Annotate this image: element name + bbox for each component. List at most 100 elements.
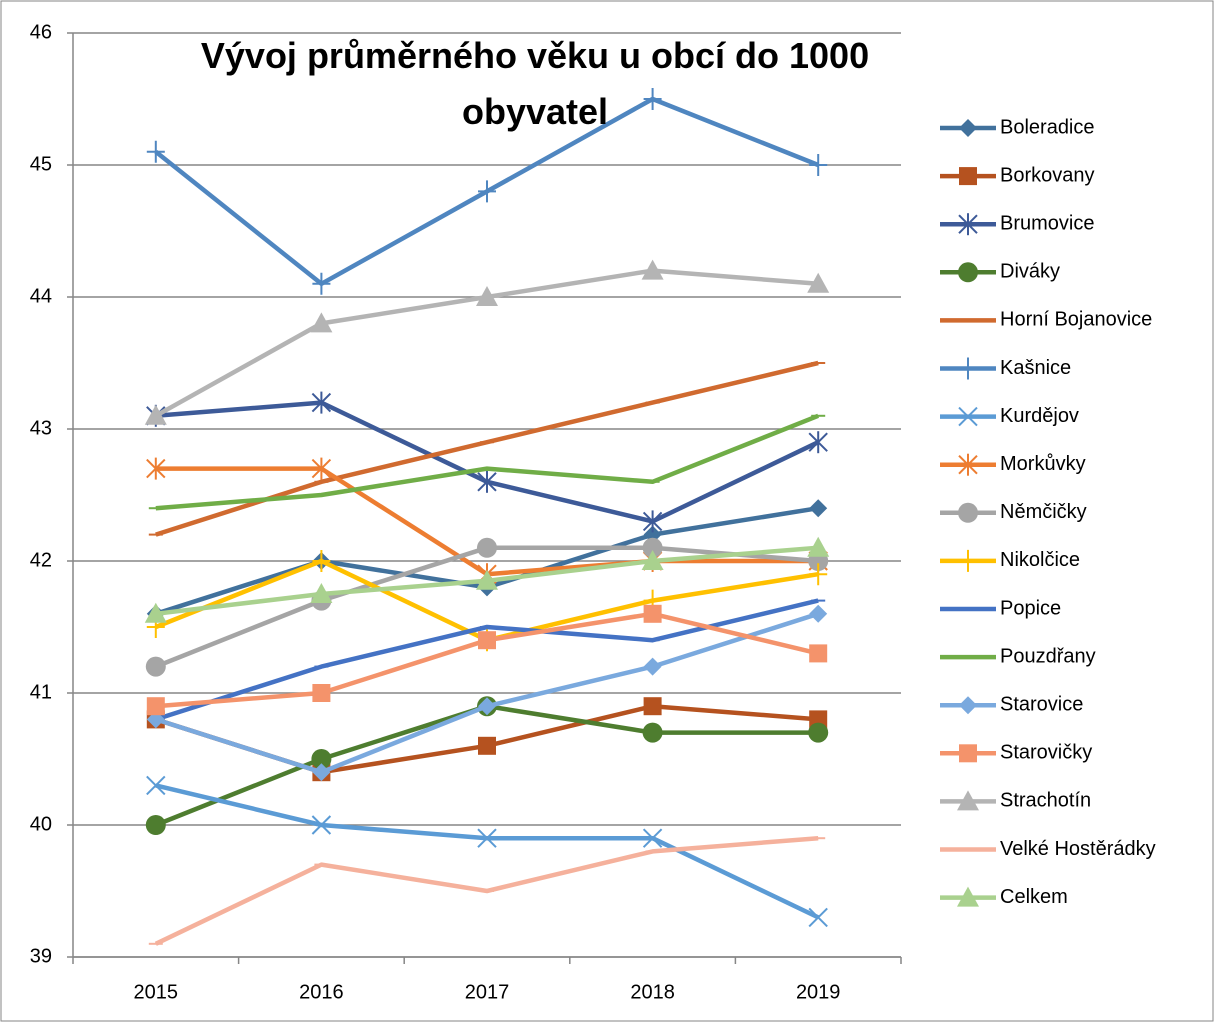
- marker-shape: [146, 140, 165, 163]
- marker: [807, 272, 830, 293]
- marker-shape: [478, 180, 496, 203]
- marker-shape: [809, 644, 828, 663]
- marker-shape: [477, 472, 497, 492]
- marker: [312, 550, 331, 572]
- legend-label: Pouzdřany: [1000, 645, 1096, 667]
- marker-shape: [958, 406, 978, 427]
- marker: [146, 140, 165, 163]
- marker-shape: [959, 119, 977, 137]
- marker: [959, 167, 977, 186]
- marker-shape: [477, 537, 497, 558]
- marker-shape: [310, 583, 333, 603]
- marker: [478, 697, 496, 716]
- x-tick-label: 2015: [134, 981, 179, 1003]
- marker: [959, 744, 977, 763]
- marker-shape: [807, 536, 830, 557]
- marker-shape: [808, 907, 828, 928]
- marker: [959, 549, 977, 572]
- marker: [146, 697, 165, 716]
- marker-shape: [959, 167, 977, 186]
- legend-label: Nikolčice: [1000, 549, 1080, 571]
- marker: [478, 631, 496, 650]
- legend-label: Kašnice: [1000, 357, 1071, 379]
- y-tick-label: 46: [30, 21, 52, 43]
- x-tick-label: 2018: [630, 981, 675, 1003]
- y-tick-label: 41: [30, 681, 52, 703]
- marker-shape: [312, 550, 331, 572]
- legend-label: Diváky: [1000, 261, 1060, 283]
- legend-label: Starovičky: [1000, 742, 1092, 764]
- marker: [477, 470, 497, 493]
- marker: [957, 790, 979, 811]
- marker-shape: [146, 775, 166, 796]
- marker-shape: [312, 684, 331, 702]
- marker: [477, 828, 497, 848]
- marker: [478, 180, 496, 203]
- legend-label: Morkůvky: [1000, 453, 1086, 475]
- marker-shape: [310, 312, 333, 333]
- marker: [144, 404, 167, 425]
- y-tick-label: 39: [30, 945, 52, 967]
- legend-label: Popice: [1000, 597, 1061, 619]
- legend-label: Horní Bojanovice: [1000, 309, 1152, 331]
- marker-shape: [958, 214, 978, 234]
- marker-shape: [312, 272, 331, 295]
- legend-label: Celkem: [1000, 886, 1068, 908]
- marker: [642, 510, 663, 533]
- x-tick-label: 2019: [796, 981, 841, 1003]
- marker-shape: [643, 604, 662, 623]
- marker-shape: [311, 815, 332, 835]
- legend-label: Velké Hostěrádky: [1000, 838, 1156, 860]
- marker: [807, 536, 830, 557]
- y-tick-label: 44: [30, 285, 52, 307]
- marker-shape: [958, 502, 978, 523]
- marker: [476, 569, 498, 590]
- marker: [641, 259, 664, 280]
- y-tick-label: 42: [30, 549, 52, 571]
- marker: [958, 262, 978, 283]
- marker-shape: [807, 272, 830, 293]
- marker-shape: [478, 736, 496, 755]
- marker: [310, 583, 333, 603]
- marker: [809, 499, 828, 518]
- marker-shape: [643, 88, 662, 110]
- y-tick-label: 45: [30, 153, 52, 175]
- marker: [643, 604, 662, 623]
- marker-shape: [957, 790, 979, 811]
- marker-shape: [146, 458, 166, 479]
- marker-shape: [642, 511, 663, 532]
- legend-label: Starovice: [1000, 693, 1083, 715]
- marker: [958, 453, 978, 476]
- marker: [809, 563, 828, 586]
- marker-shape: [146, 697, 165, 716]
- marker-shape: [478, 631, 496, 650]
- marker-shape: [809, 604, 828, 623]
- marker-shape: [809, 499, 828, 518]
- marker: [146, 775, 166, 796]
- marker-shape: [476, 286, 498, 306]
- marker-shape: [476, 569, 498, 590]
- marker: [808, 907, 828, 928]
- legend-label: Strachotín: [1000, 790, 1091, 812]
- marker: [959, 119, 977, 137]
- chart-title: Vývoj průměrného věku u obcí do 1000 oby…: [200, 35, 870, 132]
- marker: [312, 763, 331, 782]
- marker-shape: [808, 722, 829, 743]
- x-tick-label: 2017: [465, 981, 510, 1003]
- marker-shape: [641, 550, 664, 570]
- marker: [144, 602, 167, 623]
- marker-shape: [959, 696, 977, 715]
- marker: [642, 828, 663, 848]
- marker: [957, 886, 979, 907]
- marker: [310, 312, 333, 333]
- marker: [146, 457, 166, 480]
- marker-shape: [959, 357, 977, 380]
- marker: [476, 286, 498, 306]
- marker: [643, 697, 662, 716]
- marker-shape: [311, 458, 332, 479]
- marker-shape: [959, 744, 977, 763]
- marker: [958, 213, 978, 236]
- marker: [959, 357, 977, 380]
- legend-label: Kurdějov: [1000, 405, 1079, 427]
